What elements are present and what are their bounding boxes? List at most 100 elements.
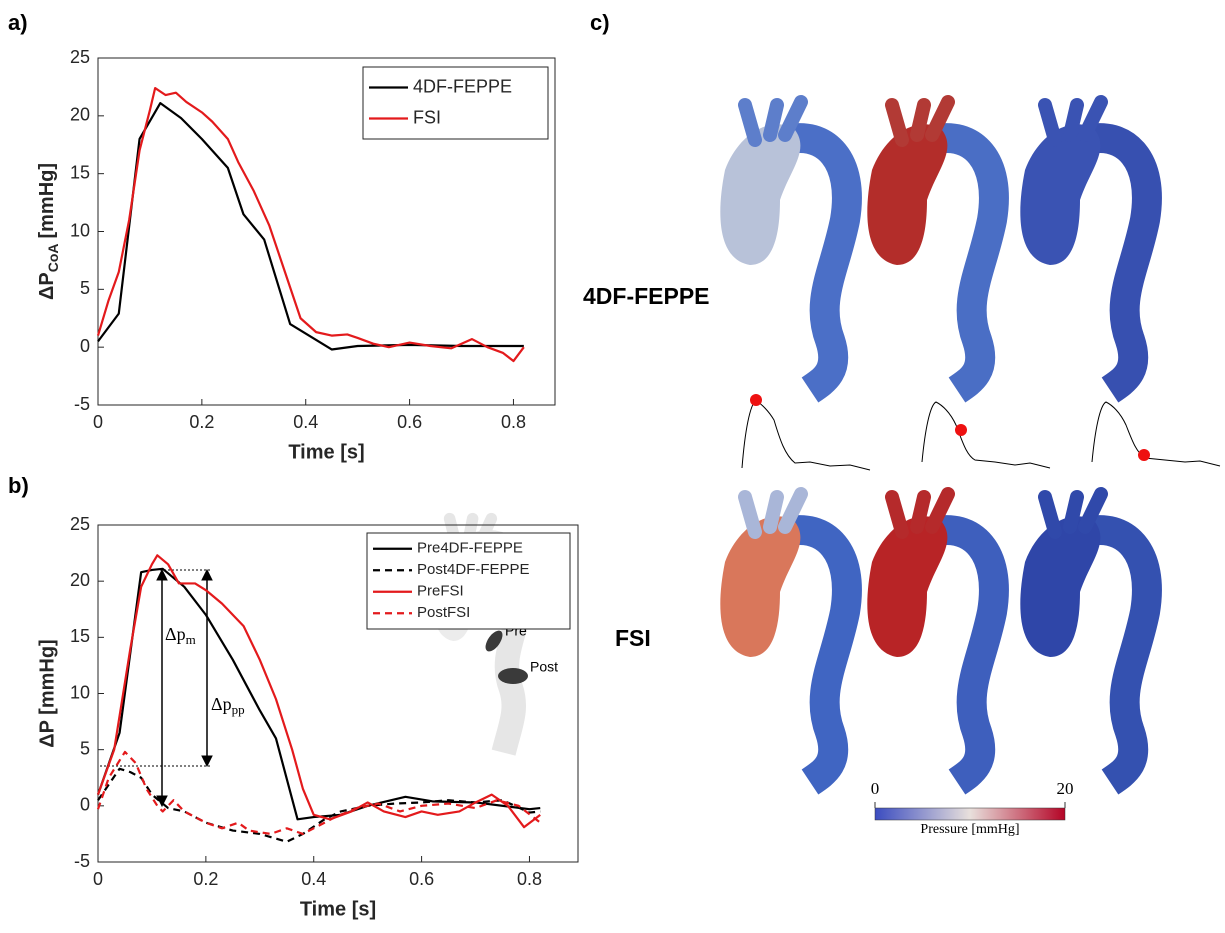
time-marker [750,394,762,406]
x-tick-label: 0.6 [397,412,422,432]
aorta-branches [885,487,955,539]
annotation-sub: m [186,632,196,647]
time-marker [1138,449,1150,461]
inset-plane [485,630,503,652]
colorbar [874,807,1066,821]
panel-label: b) [8,473,29,498]
colorbar-label: Pressure [mmHg] [920,822,1019,837]
legend-box [362,66,549,140]
annotation: Δppp [211,694,245,717]
branch [1078,487,1108,534]
aorta-descending [1081,123,1162,403]
legend-label: Pre4DF-FEPPE [417,540,523,557]
annotation-text: Δp [165,624,186,644]
branch [763,490,784,534]
aorta-branches [885,95,955,147]
y-tick-label: 5 [80,738,90,758]
aorta [867,487,1009,795]
aorta-ascending [867,124,948,265]
y-axis-label: ΔP [mmHg] [36,639,58,747]
branch [910,98,931,142]
x-axis-label: Time [s] [300,898,376,920]
branch [925,487,955,534]
branch [1063,98,1084,142]
x-tick-label: 0.6 [409,869,434,889]
x-tick-label: 0 [93,869,103,889]
row-label: FSI [615,625,651,651]
panel-label: a) [8,10,28,35]
y-axis-label: ΔPCoA [mmHg] [36,163,60,300]
branch [885,490,909,539]
aorta-branches [1038,95,1108,147]
aorta-descending [928,515,1009,795]
branch [1038,490,1062,539]
colorbar-tick-label: 0 [871,779,880,798]
data-line [97,102,524,351]
y-tick-label: 5 [80,278,90,298]
data-line [96,554,541,829]
legend-label: Post4DF-FEPPE [417,561,530,578]
x-axis-label: Time [s] [288,441,364,463]
y-tick-label: 15 [70,162,90,182]
y-tick-label: 10 [70,220,90,240]
y-tick-label: 20 [70,570,90,590]
aorta-branches [738,95,808,147]
aorta [1020,95,1162,403]
data-line [97,767,541,843]
branch [763,98,784,142]
branch [925,95,955,142]
aorta [720,487,862,795]
branch [1038,98,1062,147]
aorta-ascending [867,516,948,657]
waveform-thumbnails [741,399,1221,471]
y-axis-label-text: ΔP [36,272,58,300]
y-tick-label: 10 [70,682,90,702]
data-line [96,567,541,821]
branch [738,490,762,539]
annotation-arrows [100,568,213,808]
branch [778,95,808,142]
y-tick-label: 0 [80,795,90,815]
aorta [720,95,862,403]
aorta [1020,487,1162,795]
legend-label: PostFSI [417,604,470,621]
aorta-descending [1081,515,1162,795]
aorta-ascending [720,516,801,657]
x-tick-label: 0.4 [301,869,326,889]
y-tick-label: -5 [74,851,90,871]
branch [910,490,931,534]
branch [1078,95,1108,142]
y-axis-label-unit: [mmHg] [36,163,58,239]
branch [738,98,762,147]
aorta-branches [738,487,808,539]
aorta [867,95,1009,403]
aorta-renderings [720,95,1162,795]
inset-label: Post [530,659,558,675]
aorta-branches [1038,487,1108,539]
x-tick-label: 0.4 [293,412,318,432]
aorta-descending [781,515,862,795]
y-tick-label: 20 [70,105,90,125]
annotation: Δpm [165,624,196,647]
y-tick-label: 25 [70,514,90,534]
annotation-text: Δp [211,694,232,714]
row-label: 4DF-FEPPE [583,283,710,309]
x-tick-label: 0.2 [189,412,214,432]
y-tick-label: 25 [70,47,90,67]
data-line [96,86,525,363]
inset-plane [498,668,528,684]
y-tick-label: 0 [80,336,90,356]
aorta-ascending [1020,516,1101,657]
colorbar-tick-label: 20 [1057,779,1074,798]
x-tick-label: 0.8 [517,869,542,889]
y-tick-label: -5 [74,394,90,414]
branch [778,487,808,534]
branch [1063,490,1084,534]
aorta-ascending [1020,124,1101,265]
legend-label: FSI [413,107,441,127]
x-tick-label: 0 [93,412,103,432]
legend-label: 4DF-FEPPE [413,76,512,96]
data-line [96,750,541,836]
x-tick-label: 0.8 [501,412,526,432]
